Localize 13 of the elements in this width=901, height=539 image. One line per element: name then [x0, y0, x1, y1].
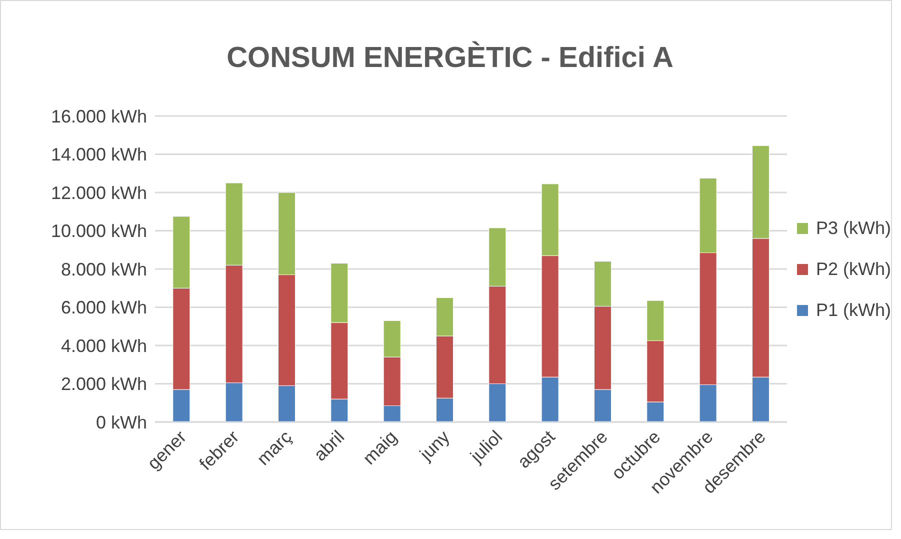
legend-label: P1 (kWh) [816, 300, 891, 321]
y-tick-label: 2.000 kWh [60, 374, 147, 394]
y-tick-label: 6.000 kWh [60, 298, 147, 318]
chart-title: CONSUM ENERGÈTIC - Edifici A [226, 42, 674, 75]
y-tick-label: 16.000 kWh [50, 106, 147, 126]
legend-label: P3 (kWh) [816, 218, 891, 239]
y-tick-label: 4.000 kWh [60, 336, 147, 356]
legend-label: P2 (kWh) [816, 259, 891, 280]
y-tick-label: 12.000 kWh [50, 182, 147, 203]
y-tick-label: 0 kWh [96, 412, 147, 432]
y-tick-label: 8.000 kWh [60, 259, 147, 280]
y-tick-label: 14.000 kWh [50, 144, 147, 165]
y-tick-label: 10.000 kWh [50, 221, 147, 242]
